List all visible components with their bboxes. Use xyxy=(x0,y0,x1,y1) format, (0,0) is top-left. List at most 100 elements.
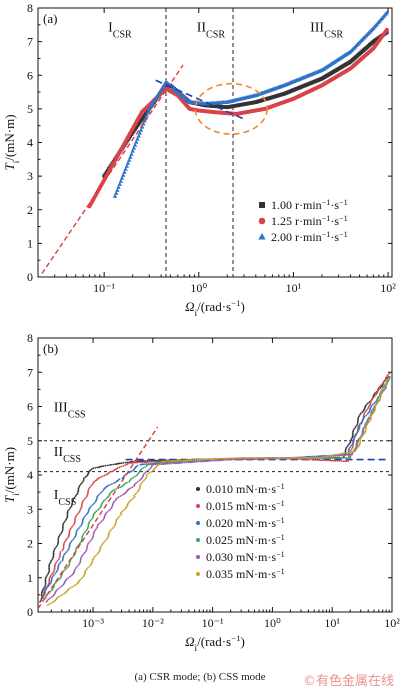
panel-b-data-point xyxy=(48,568,51,571)
panel-b-data-point xyxy=(124,482,127,485)
panel-b-data-point xyxy=(57,566,60,569)
panel-b-data-point xyxy=(345,460,348,463)
panel-a-data-point xyxy=(136,133,141,138)
panel-b-data-point xyxy=(47,583,50,586)
panel-b-data-point xyxy=(362,429,365,432)
panel-b-data-point xyxy=(108,531,111,534)
panel-b-data-point xyxy=(119,511,122,514)
panel-b-data-point xyxy=(98,522,100,525)
chart-panel-b: 0 1 2 3 4 5 6 7 8 10⁻³ 10⁻² 10⁻¹ 10⁰ 10¹ 10² Ωi/(rad·s−… xyxy=(2,331,400,654)
panel-b-legend-marker xyxy=(196,538,200,542)
panel-b-data-point xyxy=(135,461,138,464)
panel-b-data-point xyxy=(148,461,151,463)
panel-b-data-point xyxy=(134,475,136,478)
panel-b-data-point xyxy=(148,463,151,466)
panel-b-data-point xyxy=(71,501,74,503)
panel-b-data-point xyxy=(57,587,60,590)
panel-b-data-point xyxy=(373,410,376,412)
panel-a-blue-dashed-line xyxy=(155,79,245,120)
panel-b-data-point xyxy=(48,580,51,583)
panel-b-data-point xyxy=(87,489,90,492)
panel-b-data-point xyxy=(379,392,382,395)
panel-b-data-point xyxy=(85,529,88,532)
panel-b-data-point xyxy=(86,513,88,515)
panel-b-data-point xyxy=(365,414,368,417)
panel-b-data-point xyxy=(42,588,44,591)
panel-b-data-point xyxy=(130,470,133,473)
panel-a-legend-marker xyxy=(258,233,266,240)
panel-b-data-point xyxy=(311,458,314,461)
panel-b-data-point xyxy=(383,386,386,389)
panel-b-data-point xyxy=(334,456,337,459)
panel-b-data-point xyxy=(82,576,84,579)
panel-b-data-point xyxy=(317,456,320,459)
panel-b-data-point xyxy=(65,539,67,541)
panel-b-data-point xyxy=(167,460,170,462)
panel-b-data-point xyxy=(47,585,50,588)
panel-b-data-point xyxy=(41,590,44,592)
panel-b-data-point xyxy=(120,465,123,468)
panel-b-data-point xyxy=(86,544,89,546)
panel-b-data-point xyxy=(52,550,55,553)
panel-b-data-point xyxy=(59,550,62,553)
panel-b-data-point xyxy=(66,567,68,569)
panel-b-data-point xyxy=(44,581,47,583)
panel-b-data-point xyxy=(386,375,388,378)
panel-b-data-point xyxy=(82,499,85,502)
panel-b-data-point xyxy=(342,455,345,458)
panel-a-x-axis-label: Ωi/(rad·s−1) xyxy=(185,298,245,319)
panel-b-data-point xyxy=(52,556,55,559)
panel-b-data-point xyxy=(138,487,141,490)
panel-b-data-point xyxy=(309,455,312,458)
panel-b-data-point xyxy=(105,473,108,476)
panel-b-data-point xyxy=(75,493,78,496)
panel-b-data-point xyxy=(192,459,195,461)
panel-b-data-point xyxy=(62,521,65,524)
panel-b-data-point xyxy=(372,396,375,399)
panel-b-data-point xyxy=(42,595,45,598)
panel-b-data-point xyxy=(210,459,212,462)
panel-b-data-point xyxy=(44,584,47,586)
panel-b-data-point xyxy=(329,456,332,459)
panel-b-data-point xyxy=(336,459,339,462)
panel-b-data-point xyxy=(59,577,61,580)
panel-b-data-point xyxy=(85,549,88,552)
panel-b-data-point xyxy=(142,463,145,466)
panel-b-data-point xyxy=(115,520,118,522)
panel-b-data-point xyxy=(350,448,353,451)
panel-b-data-point xyxy=(62,523,65,526)
panel-b-data-point xyxy=(49,597,52,600)
panel-b-data-point xyxy=(349,455,352,458)
panel-b-data-point xyxy=(80,577,83,580)
panel-b-data-point xyxy=(54,547,56,550)
panel-b-data-point xyxy=(216,459,219,462)
panel-b-data-point xyxy=(307,456,310,459)
panel-b-data-point xyxy=(109,529,112,532)
panel-b-data-point xyxy=(73,570,76,572)
panel-b-data-point xyxy=(86,493,89,496)
panel-b-data-point xyxy=(376,398,379,401)
panel-b-data-point xyxy=(80,555,83,558)
panel-b-data-point xyxy=(139,461,141,464)
panel-b-data-point xyxy=(320,459,323,462)
panel-b-data-point xyxy=(105,497,108,500)
panel-b-legend-marker xyxy=(196,487,200,491)
panel-b-data-point xyxy=(137,489,140,491)
panel-b-data-point xyxy=(247,456,250,459)
panel-b-data-point xyxy=(67,536,70,539)
panel-b-data-point xyxy=(58,595,60,598)
panel-b-data-point xyxy=(366,408,369,411)
panel-b-data-point xyxy=(67,509,69,512)
panel-b-data-point xyxy=(365,421,367,424)
panel-b-data-point xyxy=(95,528,97,531)
panel-b-data-point xyxy=(102,465,105,467)
panel-b-data-point xyxy=(56,544,59,547)
panel-b-data-point xyxy=(69,506,72,509)
panel-b-data-point xyxy=(48,567,51,570)
panel-b-data-point xyxy=(68,534,70,537)
panel-a-data-point xyxy=(121,172,126,177)
panel-b-data-point xyxy=(95,510,98,512)
panel-b-data-point xyxy=(369,407,372,410)
panel-b-data-point xyxy=(89,519,92,522)
panel-b-data-point xyxy=(349,439,352,442)
